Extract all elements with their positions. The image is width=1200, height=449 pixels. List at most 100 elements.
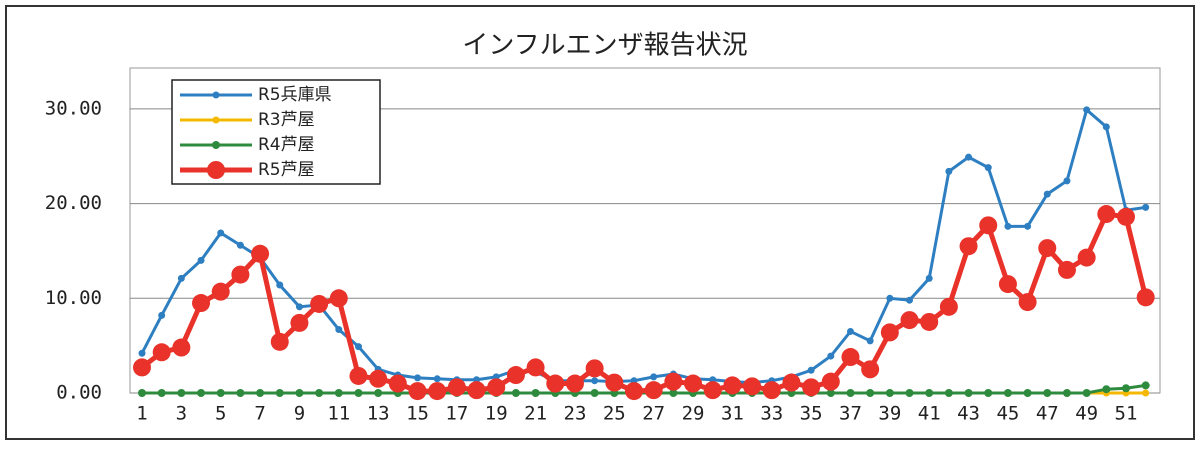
- point: [388, 374, 407, 393]
- point: [310, 294, 329, 313]
- x-tick-label: 39: [878, 403, 901, 425]
- point: [177, 274, 185, 282]
- point: [1141, 381, 1150, 390]
- point: [984, 164, 992, 172]
- point: [211, 282, 230, 301]
- point: [275, 389, 284, 397]
- point: [880, 323, 899, 342]
- x-tick-label: 45: [996, 403, 1019, 425]
- point: [846, 327, 854, 335]
- x-tick-label: 23: [564, 403, 587, 425]
- point: [905, 389, 914, 397]
- point: [433, 375, 441, 383]
- legend-label: R5兵庫県: [258, 85, 332, 105]
- point: [846, 389, 855, 397]
- point: [802, 378, 821, 397]
- point: [335, 326, 343, 334]
- point: [1097, 205, 1116, 224]
- point: [906, 296, 914, 304]
- point: [807, 366, 815, 374]
- point: [172, 338, 191, 357]
- point: [965, 153, 973, 161]
- y-tick-label: 30.00: [45, 97, 102, 119]
- point: [866, 389, 875, 397]
- legend-marker: [212, 116, 220, 124]
- point: [531, 389, 540, 397]
- point: [1004, 222, 1012, 230]
- point: [1062, 389, 1071, 397]
- x-tick-label: 21: [524, 403, 547, 425]
- point: [920, 312, 939, 331]
- legend: R5兵庫県 R3芦屋 R4芦屋 R5芦屋: [171, 79, 381, 185]
- point: [236, 389, 245, 397]
- point: [861, 360, 880, 379]
- point: [945, 167, 953, 175]
- x-tick-label: 43: [957, 403, 980, 425]
- point: [703, 381, 722, 400]
- point: [506, 366, 525, 385]
- point: [152, 343, 171, 362]
- legend-label: R4芦屋: [258, 135, 315, 155]
- x-tick-label: 25: [603, 403, 626, 425]
- point: [762, 381, 781, 400]
- x-tick-label: 11: [327, 403, 350, 425]
- point: [295, 303, 303, 311]
- point: [885, 389, 894, 397]
- point: [1077, 248, 1096, 267]
- point: [821, 372, 840, 391]
- point: [1117, 207, 1135, 226]
- point: [315, 389, 324, 397]
- x-tick-label: 29: [682, 403, 705, 425]
- point: [1142, 389, 1150, 397]
- point: [1023, 389, 1032, 397]
- point: [782, 373, 801, 392]
- point: [467, 381, 486, 400]
- point: [349, 366, 368, 385]
- point: [511, 389, 520, 397]
- x-tick-label: 37: [839, 403, 862, 425]
- point: [138, 389, 146, 397]
- x-tick-label: 41: [918, 403, 941, 425]
- y-tick-label: 0.00: [56, 382, 102, 404]
- point: [1142, 203, 1150, 211]
- point: [585, 359, 604, 378]
- x-tick-label: 15: [406, 403, 429, 425]
- point: [295, 389, 304, 397]
- point: [1102, 385, 1111, 394]
- point: [605, 373, 624, 392]
- point: [650, 373, 658, 381]
- point: [290, 313, 309, 332]
- x-tick-label: 27: [642, 403, 665, 425]
- point: [374, 389, 383, 397]
- point: [886, 294, 894, 302]
- point: [1018, 293, 1037, 312]
- point: [251, 244, 270, 263]
- point: [546, 374, 565, 393]
- point: [591, 377, 599, 385]
- x-tick-label: 31: [721, 403, 744, 425]
- point: [428, 382, 447, 401]
- point: [743, 377, 762, 396]
- y-tick-label: 20.00: [45, 192, 102, 214]
- point: [925, 389, 934, 397]
- series-line: [140, 107, 1146, 385]
- point: [866, 337, 874, 345]
- point: [925, 274, 933, 282]
- point: [625, 382, 643, 401]
- x-tick-label: 3: [176, 403, 187, 425]
- point: [1063, 177, 1071, 185]
- x-tick-label: 13: [367, 403, 390, 425]
- point: [197, 256, 205, 264]
- point: [447, 378, 466, 397]
- point: [684, 374, 703, 393]
- point: [334, 389, 343, 397]
- point: [841, 348, 860, 367]
- point: [216, 389, 225, 397]
- legend-marker: [212, 141, 220, 149]
- point: [590, 389, 599, 397]
- x-tick-label: 1: [136, 403, 147, 425]
- point: [526, 358, 545, 377]
- x-tick-label: 51: [1115, 403, 1138, 425]
- point: [197, 389, 206, 397]
